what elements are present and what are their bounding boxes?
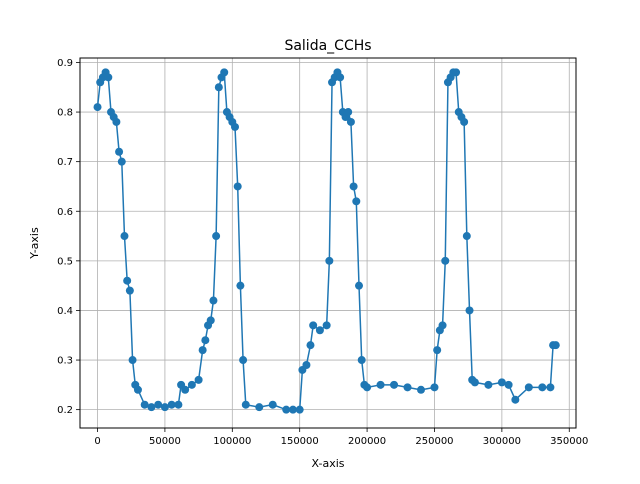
data-point xyxy=(236,281,245,290)
data-point xyxy=(187,380,196,389)
data-point xyxy=(282,405,291,414)
ticks: 0 50000 100000 150000 200000 250000 300000 3500… xyxy=(57,58,588,447)
data-point xyxy=(306,341,315,350)
data-point xyxy=(120,232,129,241)
data-point xyxy=(288,405,297,414)
data-point xyxy=(198,346,207,355)
data-point xyxy=(363,383,372,392)
data-point xyxy=(239,356,248,365)
data-point xyxy=(241,400,250,409)
grid xyxy=(80,58,576,428)
data-point xyxy=(194,375,203,384)
data-point xyxy=(268,400,277,409)
x-tick-label: 150000 xyxy=(281,436,319,447)
data-point xyxy=(433,346,442,355)
data-point xyxy=(123,276,132,285)
data-point xyxy=(302,361,311,370)
data-point xyxy=(140,400,149,409)
data-point xyxy=(417,385,425,394)
data-point xyxy=(484,380,493,389)
x-tick-label: 100000 xyxy=(213,436,251,447)
series-line xyxy=(96,69,556,411)
data-point xyxy=(133,385,142,394)
data-point xyxy=(128,356,137,365)
data-point xyxy=(497,378,506,387)
data-point xyxy=(441,256,450,265)
data-point xyxy=(233,182,242,191)
data-point xyxy=(147,403,156,412)
data-point xyxy=(357,356,366,365)
data-point xyxy=(390,380,399,389)
data-point xyxy=(430,383,439,392)
data-point xyxy=(220,68,229,77)
data-point xyxy=(452,68,461,77)
data-point xyxy=(93,103,102,112)
y-tick-label: 0.6 xyxy=(57,207,73,218)
y-tick-label: 0.2 xyxy=(57,405,73,416)
y-tick-label: 0.7 xyxy=(57,157,73,168)
data-point xyxy=(117,157,126,166)
data-point xyxy=(214,83,223,92)
data-point xyxy=(212,232,221,241)
x-axis-label: X-axis xyxy=(312,457,345,470)
data-point xyxy=(538,383,547,392)
y-tick-label: 0.9 xyxy=(57,58,73,69)
data-point xyxy=(315,326,324,335)
data-point xyxy=(160,403,169,412)
data-point xyxy=(346,117,355,126)
data-point xyxy=(352,197,361,206)
x-tick-label: 300000 xyxy=(483,436,521,447)
data-point xyxy=(325,256,334,265)
plot-frame xyxy=(79,57,577,429)
x-tick-label: 350000 xyxy=(550,436,588,447)
data-point xyxy=(201,336,210,345)
y-axis-label: Y-axis xyxy=(28,227,41,260)
y-tick-label: 0.3 xyxy=(57,356,73,367)
data-point xyxy=(181,385,190,394)
x-tick-label: 50000 xyxy=(149,436,181,447)
data-point xyxy=(546,383,555,392)
data-point xyxy=(524,383,533,392)
x-tick-label: 200000 xyxy=(348,436,386,447)
x-tick-label: 250000 xyxy=(415,436,453,447)
data-point xyxy=(174,400,183,409)
y-tick-label: 0.5 xyxy=(57,256,73,267)
chart-title: Salida_CCHs xyxy=(284,38,371,54)
data-point xyxy=(438,321,447,330)
data-point xyxy=(460,117,469,126)
data-point xyxy=(355,281,363,290)
data-point xyxy=(255,403,264,412)
data-point xyxy=(551,341,560,350)
data-point xyxy=(511,395,520,404)
data-point xyxy=(209,296,218,305)
x-tick-label: 0 xyxy=(94,436,100,447)
data-point xyxy=(115,147,124,156)
data-point xyxy=(344,108,353,117)
data-point xyxy=(462,232,471,241)
data-point xyxy=(295,405,304,414)
data-point xyxy=(104,73,113,82)
y-tick-label: 0.4 xyxy=(57,306,73,317)
data-point xyxy=(125,286,134,295)
data-point xyxy=(154,400,163,409)
data-point xyxy=(167,400,176,409)
data-point xyxy=(403,383,412,392)
data-point xyxy=(206,316,215,325)
series-layer xyxy=(93,68,560,414)
data-point xyxy=(309,321,318,330)
data-point xyxy=(376,380,385,389)
data-point xyxy=(112,117,121,126)
data-point xyxy=(465,306,474,315)
data-point xyxy=(349,182,358,191)
data-point xyxy=(322,321,331,330)
data-point xyxy=(231,122,239,131)
data-point xyxy=(336,73,345,82)
y-tick-label: 0.8 xyxy=(57,108,73,119)
data-point xyxy=(504,380,513,389)
data-point xyxy=(470,378,479,387)
